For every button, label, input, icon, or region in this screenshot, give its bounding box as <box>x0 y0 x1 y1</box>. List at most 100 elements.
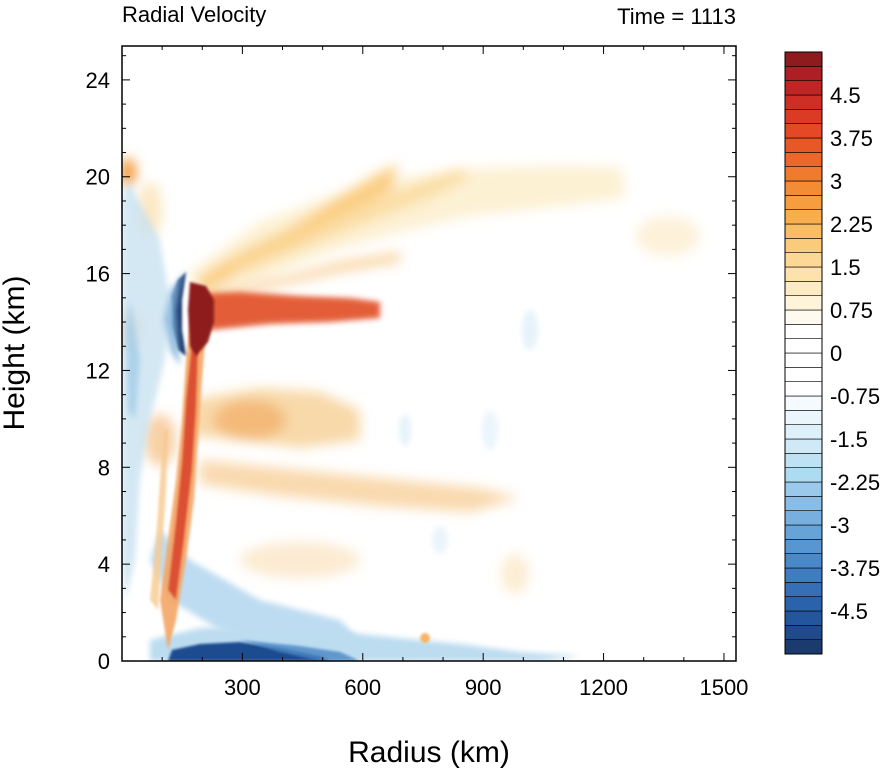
colorbar-label: -1.5 <box>830 427 868 452</box>
bl-inflow-core <box>168 642 330 661</box>
chart-title-left: Radial Velocity <box>122 2 266 27</box>
colorbar-cell <box>784 639 823 655</box>
colorbar-cell <box>784 367 823 382</box>
colorbar-cell <box>784 381 823 397</box>
colorbar-label: 0 <box>830 341 842 366</box>
midlevel-outflow-5 <box>240 542 360 578</box>
colorbar-cell <box>784 453 823 468</box>
midlevel-outflow-3 <box>214 400 286 440</box>
x-tick-label: 600 <box>344 675 381 700</box>
midlevel-outflow <box>122 310 529 594</box>
colorbar-label: -2.25 <box>830 470 880 495</box>
outflow-tail <box>636 216 700 256</box>
colorbar-cell <box>784 123 823 139</box>
eyewall-outflow-core <box>168 330 198 600</box>
x-axis-title: Radius (km) <box>348 736 510 769</box>
colorbar-cell <box>784 223 823 239</box>
colorbar-cell <box>784 410 823 425</box>
colorbar-cell <box>784 625 823 640</box>
colorbar-cell <box>784 553 823 569</box>
colorbar-cell <box>784 209 823 225</box>
colorbar-label: -3.75 <box>830 556 880 581</box>
midlevel-outflow-4 <box>144 414 176 466</box>
colorbar-cell <box>784 266 823 282</box>
colorbar-label: -4.5 <box>830 599 868 624</box>
colorbar-cell <box>784 496 823 511</box>
colorbar-cell <box>784 166 823 182</box>
midlevel-outflow-6 <box>501 554 529 594</box>
y-tick-label: 20 <box>86 165 110 190</box>
midlevel-outflow-2 <box>200 460 520 512</box>
colorbar-cell <box>784 281 823 296</box>
outflow-band-3 <box>200 252 400 304</box>
colorbar-cell <box>784 510 823 526</box>
colorbar-cell <box>784 524 823 540</box>
chart-title-right: Time = 1113 <box>617 4 736 29</box>
colorbar-cell <box>784 137 823 153</box>
colorbar-cell <box>784 610 823 626</box>
y-tick-label: 16 <box>86 262 110 287</box>
velocity-field <box>122 158 700 661</box>
plot-frame <box>121 45 737 662</box>
colorbar-cell <box>784 438 823 454</box>
outflow-layer-broad <box>190 166 625 300</box>
x-tick-label: 300 <box>224 675 261 700</box>
colorbar-label: 4.5 <box>830 83 861 108</box>
x-tick-label: 1500 <box>699 675 748 700</box>
x-tick-label: 900 <box>465 675 502 700</box>
inflow-regions <box>122 180 538 646</box>
x-axis: 300 600 900 1200 1500 <box>161 46 748 700</box>
colorbar-label: 0.75 <box>830 298 873 323</box>
x-tick-label: 1200 <box>579 675 628 700</box>
eyewall-inflow-streak <box>150 530 360 646</box>
colorbar-cell <box>784 567 823 583</box>
colorbar-cell <box>784 94 823 110</box>
outflow-band-2 <box>230 168 470 274</box>
colorbar-cell <box>784 152 823 167</box>
colorbar-cell <box>784 109 823 124</box>
colorbar-cell <box>784 66 823 81</box>
colorbar-cell <box>784 309 823 325</box>
colorbar-cell <box>784 481 823 497</box>
colorbar-cell <box>784 180 823 196</box>
colorbar-frame <box>784 51 823 655</box>
colorbar-label: 3.75 <box>830 126 873 151</box>
colorbar-cell <box>784 352 823 368</box>
colorbar-cell <box>784 338 823 354</box>
y-tick-label: 0 <box>98 649 110 674</box>
outflow-top-left <box>122 158 136 186</box>
eyewall-outflow <box>150 300 206 650</box>
colorbar-cell <box>784 238 823 253</box>
colorbar-label: 2.25 <box>830 212 873 237</box>
y-axis: 0 4 8 12 16 20 24 <box>86 55 736 674</box>
outflow-jet <box>196 292 380 330</box>
colorbar-cell <box>784 195 823 210</box>
y-tick-label: 12 <box>86 358 110 383</box>
inflow-halo <box>164 270 186 366</box>
y-tick-label: 4 <box>98 552 110 577</box>
colorbar-cell <box>784 582 823 597</box>
weak-inflow-1 <box>522 310 538 350</box>
colorbar-cell <box>784 467 823 483</box>
weak-inflow-4 <box>432 526 448 554</box>
colorbar-cell <box>784 539 823 554</box>
colorbar-label: -3 <box>830 513 850 538</box>
small-outflow-spot <box>420 633 430 643</box>
colorbar-cell <box>784 51 823 67</box>
colorbar-cell <box>784 395 823 411</box>
boundary-layer-inflow <box>150 626 580 661</box>
left-inflow-streak <box>126 300 140 420</box>
eyewall-inner-streak <box>150 430 168 610</box>
weak-inflow-3 <box>482 410 498 450</box>
y-axis-title: Height (km) <box>0 275 31 430</box>
plot-area <box>122 46 736 661</box>
y-tick-label: 24 <box>86 68 110 93</box>
weak-inflow-2 <box>399 414 411 446</box>
colorbar-label: -0.75 <box>830 384 880 409</box>
outflow-layer <box>122 158 700 304</box>
strong-cores <box>164 270 380 366</box>
colorbar-label: 1.5 <box>830 255 861 280</box>
outflow-core <box>188 282 214 356</box>
bl-inflow-mid <box>240 640 360 661</box>
